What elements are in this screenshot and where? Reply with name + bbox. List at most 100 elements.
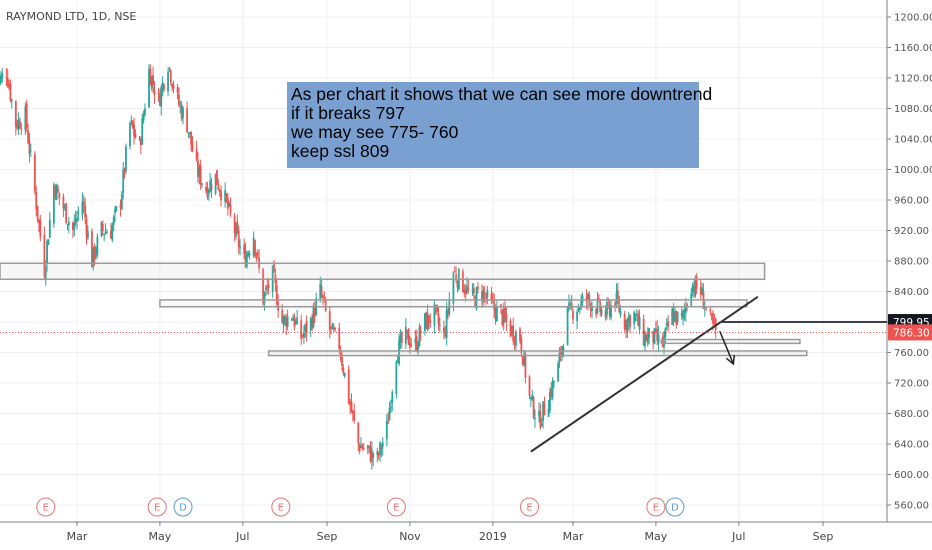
candle-body xyxy=(48,219,51,238)
candle-body xyxy=(313,307,316,317)
candle-body xyxy=(369,447,372,462)
candle-body xyxy=(710,314,713,317)
candle-body xyxy=(695,276,698,289)
candle-body xyxy=(694,278,697,296)
candle-body xyxy=(161,82,164,90)
candle-body xyxy=(482,290,485,304)
candle-body xyxy=(426,312,429,331)
candle-body xyxy=(410,344,413,346)
candle-body xyxy=(486,290,489,298)
candle-body xyxy=(190,131,193,145)
candle-body xyxy=(361,445,364,450)
candle-body xyxy=(585,296,588,301)
candle-body xyxy=(600,309,603,315)
candle-body xyxy=(191,143,194,152)
candle-body xyxy=(357,422,360,444)
candle-body xyxy=(682,310,684,319)
candle-body xyxy=(9,83,12,101)
candle-body xyxy=(275,285,278,305)
candle-body xyxy=(529,396,532,400)
candle-body xyxy=(14,101,17,127)
candle-body xyxy=(206,187,209,198)
candle-body xyxy=(20,128,23,130)
candle-body xyxy=(557,363,559,382)
candle-body xyxy=(528,376,531,396)
candle-body xyxy=(110,230,112,239)
candle-body xyxy=(67,221,70,226)
annotation-line-3: we may see 775- 760 xyxy=(291,122,459,142)
zone-830-rect xyxy=(159,299,748,308)
candle-body xyxy=(520,338,523,354)
candle-body xyxy=(502,308,505,324)
candle-body xyxy=(547,408,550,417)
candle-body xyxy=(532,397,535,418)
candle-body xyxy=(239,246,241,249)
candle-body xyxy=(577,307,580,311)
candle-body xyxy=(303,332,305,338)
candle-body xyxy=(505,314,508,322)
last-price-label-bg xyxy=(888,324,932,341)
candle-body xyxy=(96,236,99,255)
candle-body xyxy=(273,262,275,273)
candle-body xyxy=(111,225,114,241)
candle-body xyxy=(73,222,76,230)
candle-body xyxy=(186,108,188,133)
candle-body xyxy=(591,306,593,312)
candle-body xyxy=(493,300,496,310)
candle-body xyxy=(130,120,133,122)
candle-body xyxy=(29,150,32,152)
candle-body xyxy=(235,225,237,237)
candle-body xyxy=(43,234,46,277)
candle-body xyxy=(65,203,68,224)
candle-body xyxy=(684,306,687,314)
candle-body xyxy=(115,206,118,210)
candle-body xyxy=(284,316,286,320)
candle-body xyxy=(46,241,49,264)
candle-body xyxy=(320,286,323,296)
candle-body xyxy=(366,445,369,449)
candle-body xyxy=(294,320,297,324)
candle-body xyxy=(343,372,346,377)
candle-body xyxy=(443,327,445,333)
candle-body xyxy=(429,320,432,323)
candle-body xyxy=(534,417,536,420)
candle-body xyxy=(5,76,8,78)
candle-body xyxy=(576,311,578,322)
price-tick-label: 1200.00 xyxy=(894,13,932,24)
candle-body xyxy=(39,220,42,237)
candle-body xyxy=(226,198,229,209)
candle-body xyxy=(483,292,486,295)
candle-body xyxy=(425,312,428,329)
candle-body xyxy=(179,104,182,106)
candle-body xyxy=(381,442,384,447)
candle-body xyxy=(597,298,600,300)
candle-body xyxy=(311,319,313,328)
candle-body xyxy=(152,75,154,85)
annotation-box[interactable]: As per chart it shows that we can see mo… xyxy=(287,82,712,168)
candle-body xyxy=(120,193,123,209)
candle-body xyxy=(256,253,259,255)
candle-body xyxy=(558,352,561,362)
symbol-title: RAYMOND LTD, 1D, NSE xyxy=(6,10,137,23)
candle-body xyxy=(515,331,517,346)
candle-body xyxy=(104,231,107,234)
candle-body xyxy=(58,192,61,199)
candle-body xyxy=(633,312,636,324)
dividend-event-icon xyxy=(665,497,685,517)
candle-body xyxy=(512,325,515,342)
candle-body xyxy=(433,304,436,326)
candle-body xyxy=(580,299,583,309)
candle-body xyxy=(129,122,131,147)
candle-body xyxy=(713,320,716,322)
time-tick-label: Jul xyxy=(731,530,745,543)
time-tick-label: Nov xyxy=(399,530,421,543)
candle-body xyxy=(638,316,641,330)
price-tick-label: 680.00 xyxy=(894,409,929,420)
candle-body xyxy=(703,307,706,309)
candle-body xyxy=(201,183,203,185)
candle-body xyxy=(264,288,267,291)
candle-body xyxy=(92,246,95,268)
candle-body xyxy=(112,216,115,226)
